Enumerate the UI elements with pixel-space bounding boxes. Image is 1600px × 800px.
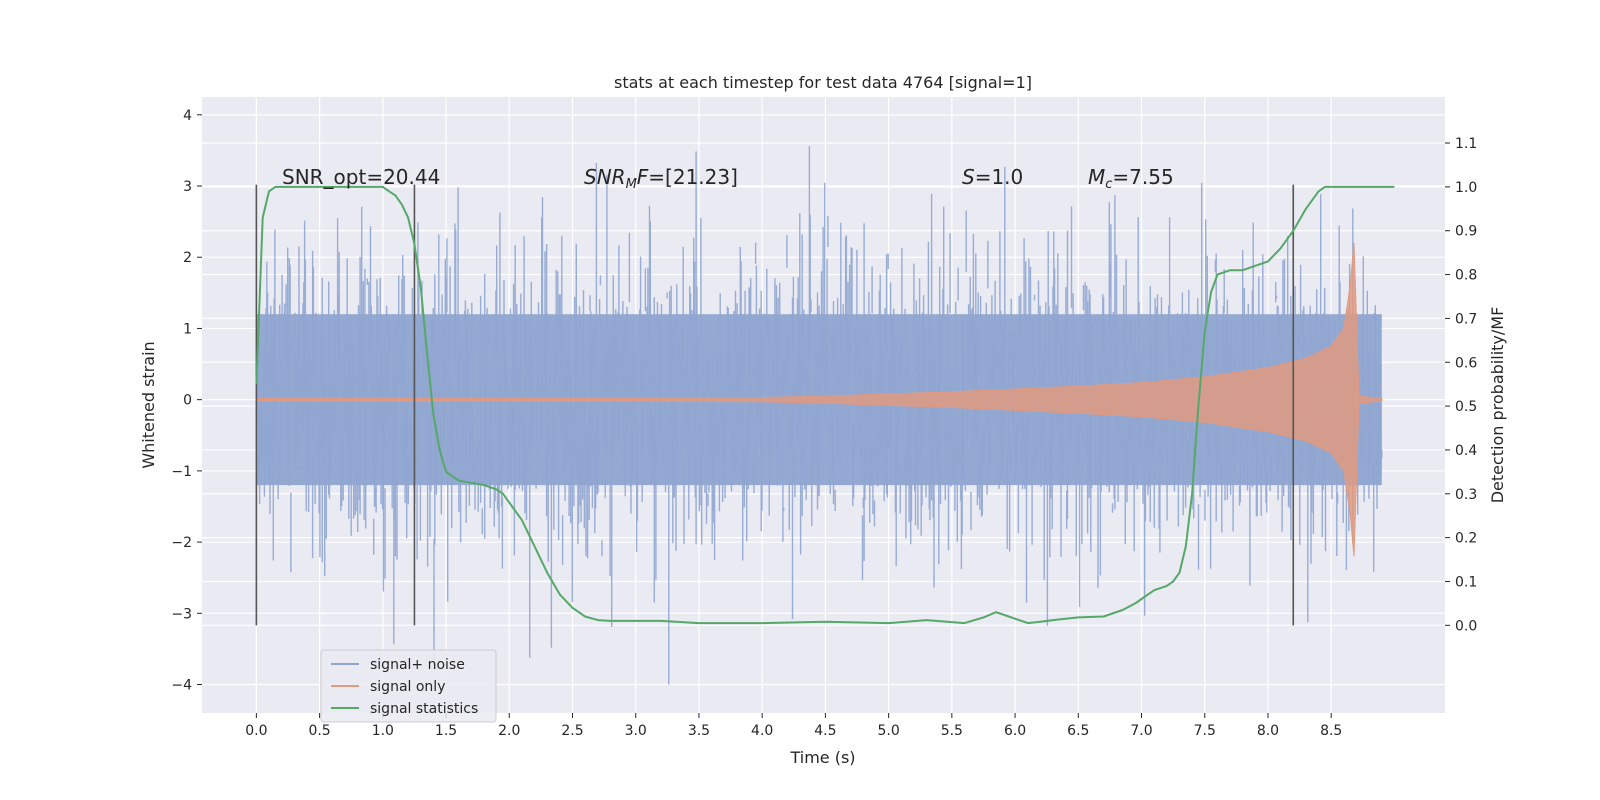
y2-tick-label: 0.1 <box>1455 574 1477 590</box>
x-tick-label: 0.0 <box>245 723 267 739</box>
y-tick-label: 4 <box>183 108 192 124</box>
y-tick-label: −1 <box>171 464 192 480</box>
x-tick-label: 7.5 <box>1194 723 1216 739</box>
snr-mf-annotation: SNRMF=[21.23] <box>584 165 738 192</box>
y2-tick-label: 0.8 <box>1455 268 1477 284</box>
y2-tick-label: 0.4 <box>1455 443 1477 459</box>
y-tick-label: 3 <box>183 179 192 195</box>
y-axis-label: Whitened strain <box>139 341 158 468</box>
y-tick-label: 1 <box>183 321 192 337</box>
signal-statistics-line <box>255 185 1395 625</box>
y-tick-label: −2 <box>171 535 192 551</box>
y-tick-label: 2 <box>183 250 192 266</box>
x-tick-label: 1.5 <box>435 723 457 739</box>
y2-tick-label: 0.2 <box>1455 531 1477 547</box>
x-tick-label: 6.5 <box>1067 723 1089 739</box>
y2-tick-label: 0.0 <box>1455 618 1477 634</box>
y2-tick-label: 0.7 <box>1455 311 1477 327</box>
x-tick-label: 3.5 <box>688 723 710 739</box>
x-tick-label: 5.5 <box>941 723 963 739</box>
legend-box <box>320 649 497 723</box>
signal-only-line <box>255 242 1383 557</box>
x-axis-label: Time (s) <box>789 748 855 767</box>
x-tick-label: 8.5 <box>1320 723 1342 739</box>
y2-tick-label: 0.6 <box>1455 355 1477 371</box>
y2-tick-label: 0.5 <box>1455 399 1477 415</box>
s-annotation: S=1.0 <box>962 165 1023 189</box>
x-tick-label: 0.5 <box>308 723 330 739</box>
y2-axis-label: Detection probability/MF <box>1488 307 1507 504</box>
y2-tick-label: 1.0 <box>1455 180 1477 196</box>
y2-tick-label: 0.9 <box>1455 224 1477 240</box>
x-tick-label: 7.0 <box>1130 723 1152 739</box>
x-tick-label: 2.0 <box>498 723 520 739</box>
chart-title: stats at each timestep for test data 476… <box>614 73 1032 92</box>
legend: signal+ noise signal only signal statist… <box>320 649 497 723</box>
y-tick-label: −3 <box>171 606 192 622</box>
x-tick-label: 3.0 <box>625 723 647 739</box>
y2-tick-label: 0.3 <box>1455 487 1477 503</box>
x-tick-label: 4.5 <box>814 723 836 739</box>
vertical-markers <box>255 184 1295 626</box>
legend-label-signal-statistics: signal statistics <box>370 701 478 717</box>
snr-opt-annotation: SNR_opt=20.44 <box>282 165 440 189</box>
x-tick-label: 8.0 <box>1257 723 1279 739</box>
x-tick-label: 6.0 <box>1004 723 1026 739</box>
legend-label-signal-noise: signal+ noise <box>370 657 465 673</box>
y2-tick-label: 1.1 <box>1455 136 1477 152</box>
signal-only-series <box>255 242 1383 557</box>
signal-statistics-series <box>255 185 1395 625</box>
x-tick-label: 1.0 <box>372 723 394 739</box>
mc-annotation: Mc=7.55 <box>1088 165 1174 192</box>
y-tick-label: −4 <box>171 678 192 694</box>
legend-label-signal-only: signal only <box>370 679 445 695</box>
x-tick-label: 5.0 <box>877 723 899 739</box>
x-tick-label: 4.0 <box>751 723 773 739</box>
x-tick-label: 2.5 <box>561 723 583 739</box>
y-tick-label: 0 <box>183 393 192 409</box>
axis-ticks: 0.0 0.5 1.0 1.5 2.0 2.5 3.0 3.5 4.0 4.5 5.0 5.5 6.0 6… <box>171 108 1477 739</box>
